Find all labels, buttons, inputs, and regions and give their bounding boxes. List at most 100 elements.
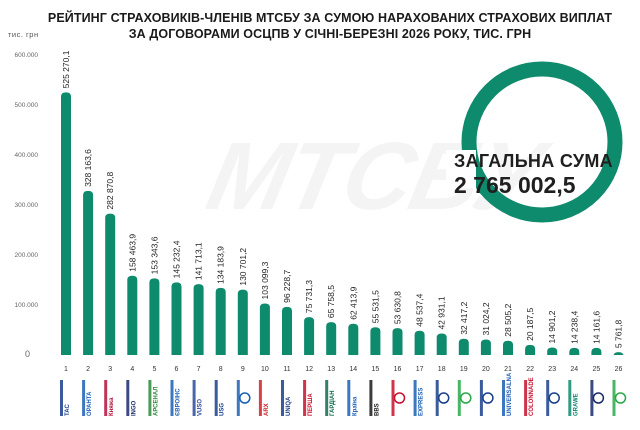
x-tick-label: 10 (261, 366, 269, 373)
persha-logo-text: ПЕРША (308, 393, 314, 416)
grawe-logo-mark (568, 380, 572, 416)
uniqa-logo-text: UNIQA (286, 396, 292, 416)
value-label: 14 238,4 (569, 311, 579, 344)
vuso-logo: VUSO (192, 380, 204, 416)
bar (149, 278, 160, 355)
insurer-20-logo-emblem (482, 392, 494, 404)
value-label: 20 187,5 (525, 308, 535, 341)
bar (259, 303, 270, 355)
insurer-25-logo-emblem (592, 392, 605, 404)
grawe-logo-text: GRAWE (573, 393, 579, 416)
insurer-18-logo-emblem (437, 392, 450, 404)
x-tick-label: 2 (86, 366, 90, 373)
bar (613, 352, 624, 357)
x-tick-label: 12 (305, 366, 313, 373)
value-label: 28 505,2 (503, 303, 513, 336)
arsenal-logo: АРСЕНАЛ (148, 380, 159, 416)
x-tick-label: 16 (394, 366, 402, 373)
x-tick-label: 17 (416, 366, 424, 373)
usg-logo-mark (214, 380, 218, 416)
x-tick-label: 4 (130, 366, 134, 373)
bar (458, 338, 469, 355)
insurer-9-logo-emblem (239, 392, 251, 404)
y-tick-label: 500.000 (15, 102, 39, 109)
tas-logo: ТАС (60, 380, 71, 416)
value-label: 42 931,1 (437, 296, 447, 329)
oranta-logo-mark (82, 380, 86, 416)
value-label: 153 343,6 (149, 236, 159, 274)
uniqa-logo-mark (281, 380, 284, 416)
insurer-25-logo-mark (590, 380, 594, 416)
value-label: 328 163,6 (83, 149, 93, 187)
knyazha-logo-mark (104, 380, 108, 416)
x-tick-label: 1 (64, 366, 68, 373)
value-label: 282 870,8 (105, 171, 115, 209)
insurer-logos: ТАС ОРАНТА Княжа INGO АРСЕНАЛ ЄВРОІНС VUSO USG A… (60, 372, 627, 416)
universalna-logo-mark (502, 380, 505, 416)
bar (503, 340, 513, 355)
insurer-20-logo (479, 380, 494, 416)
bar (525, 344, 536, 355)
chart-title-line-1: РЕЙТИНГ СТРАХОВИКІВ-ЧЛЕНІВ МТСБУ ЗА СУМО… (47, 11, 613, 25)
y-tick-label: 300.000 (15, 202, 39, 209)
arsenal-logo-mark (148, 380, 152, 416)
value-label: 158 463,9 (127, 234, 137, 272)
ring-gap-mask (446, 150, 476, 188)
bars (61, 92, 624, 357)
x-tick-label: 21 (504, 366, 512, 373)
bar (171, 282, 182, 355)
bbs-logo-mark (369, 380, 373, 416)
bar (215, 287, 226, 355)
value-label: 5 761,8 (614, 319, 624, 348)
colonnade-green-logo (457, 380, 472, 416)
kraina-logo-text: Країна (352, 396, 358, 416)
bar (237, 289, 248, 355)
insurer-18-logo-mark (435, 380, 439, 416)
value-label: 65 758,5 (326, 285, 336, 318)
value-label: 48 537,4 (415, 293, 425, 326)
value-label: 134 183,9 (216, 246, 226, 284)
x-axis-labels: 1 2 3 4 5 6 7 8 9 10 11 12 13 14 15 16 17 18 19 20 21 22 23 24 2… (64, 366, 622, 373)
express-logo-mark (413, 380, 417, 416)
bar (547, 347, 558, 355)
ingo-logo-mark (126, 380, 130, 416)
bar (392, 328, 403, 355)
value-label: 53 630,8 (393, 291, 403, 324)
x-tick-label: 13 (327, 366, 335, 373)
vuso-logo-text: VUSO (198, 399, 204, 416)
express-logo: EXPRESS (413, 380, 425, 416)
bbs-logo: BBS (369, 380, 380, 416)
bar (193, 284, 204, 355)
ingo-logo-text: INGO (131, 400, 137, 416)
arx-logo-mark (258, 380, 262, 416)
persha-logo: ПЕРША (303, 380, 314, 416)
bar (83, 190, 94, 355)
value-label: 96 228,7 (282, 270, 292, 303)
y-axis: 0 100.000 200.000 300.000 400.000 500.000 600.… (15, 52, 39, 359)
gardian-logo: ГАРДІАН (325, 380, 336, 416)
x-tick-label: 9 (241, 366, 245, 373)
x-tick-label: 6 (175, 366, 179, 373)
bar (304, 317, 315, 355)
x-tick-label: 25 (593, 366, 601, 373)
bar (370, 327, 381, 355)
insurer-9-logo (236, 380, 251, 416)
universalna-logo: UNIVERSALNA (502, 372, 513, 416)
value-label: 31 024,2 (481, 302, 491, 335)
colonnade-logo-mark (524, 380, 528, 416)
x-tick-label: 5 (152, 366, 156, 373)
bbs-logo-text: BBS (374, 403, 380, 416)
oranta-logo: ОРАНТА (82, 380, 93, 416)
x-tick-label: 26 (615, 366, 623, 373)
bar (282, 306, 292, 355)
x-tick-label: 18 (438, 366, 446, 373)
value-label: 145 232,4 (172, 240, 182, 278)
x-tick-label: 15 (372, 366, 380, 373)
gardian-logo-text: ГАРДІАН (330, 390, 336, 416)
y-tick-label: 600.000 (15, 52, 39, 59)
y-tick-label: 0 (25, 349, 30, 359)
uniqa-logo: UNIQA (281, 380, 292, 416)
value-label: 32 417,2 (459, 301, 469, 334)
insurer-16-logo-emblem (393, 392, 406, 404)
